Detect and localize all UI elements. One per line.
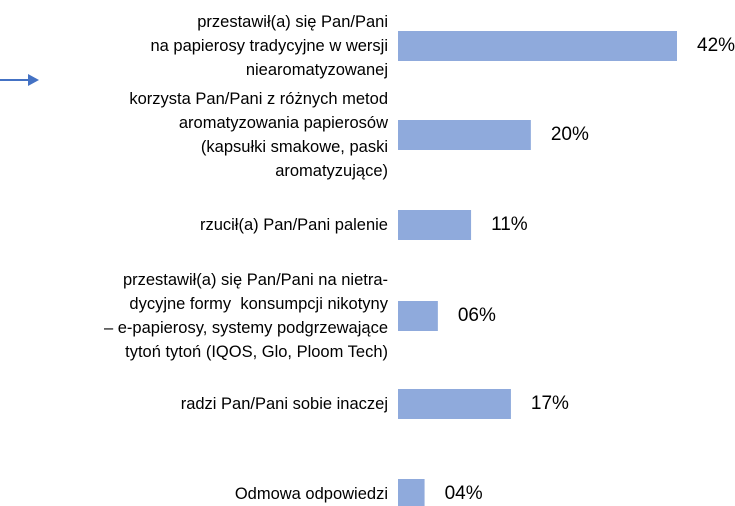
category-label: rzucił(a) Pan/Pani palenie [199, 216, 388, 234]
value-label: 20% [550, 124, 589, 145]
value-label: 42% [697, 35, 735, 56]
bar [398, 479, 425, 506]
category-label: przestawił(a) się Pan/Pani na papierosy … [150, 13, 388, 79]
bar [398, 389, 511, 419]
bar [398, 301, 438, 331]
value-label: 06% [457, 305, 496, 326]
bar [398, 31, 677, 61]
category-label: Odmowa odpowiedzi [234, 485, 388, 503]
arrow [0, 74, 39, 86]
value-label: 11% [491, 214, 528, 235]
value-label: 04% [444, 483, 483, 504]
bar [398, 210, 472, 240]
category-label: radzi Pan/Pani sobie inaczej [180, 395, 388, 413]
category-label: przestawił(a) się Pan/Pani na nietra- dy… [104, 271, 388, 361]
value-label: 17% [530, 393, 569, 414]
category-label: korzysta Pan/Pani z różnych metod aromat… [129, 90, 388, 180]
bar [398, 120, 531, 150]
